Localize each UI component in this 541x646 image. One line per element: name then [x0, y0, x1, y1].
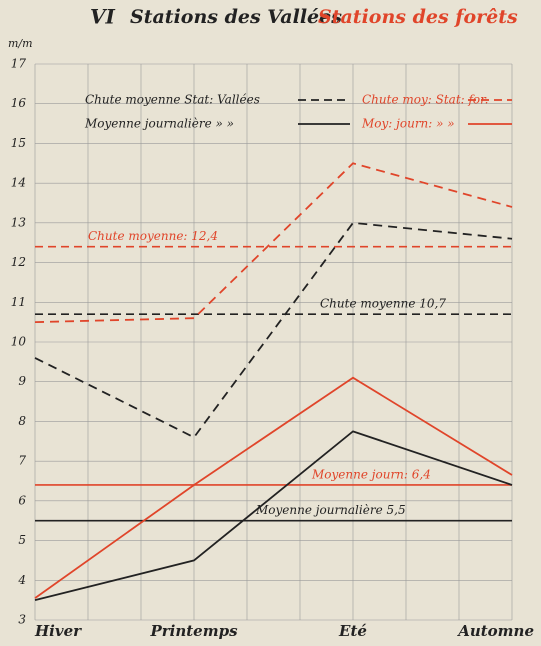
series-line — [34, 376, 513, 599]
y-tick-label: 6 — [18, 493, 26, 507]
y-tick-label: 4 — [17, 573, 26, 587]
reference-label: Chute moyenne 10,7 — [320, 297, 446, 311]
y-tick-label: 16 — [11, 96, 27, 110]
y-tick-label: 5 — [18, 533, 26, 547]
y-tick-label: 13 — [11, 215, 27, 229]
y-tick-label: 3 — [18, 613, 26, 627]
y-tick-label: 8 — [18, 414, 26, 428]
legend-label: Moyenne journalière » » — [84, 117, 234, 131]
chart-title: Stations des Vallées — [130, 6, 342, 28]
legend-label: Chute moyenne Stat: Vallées — [85, 93, 260, 107]
reference-label: Moyenne journ: 6,4 — [311, 467, 431, 481]
reference-label: Chute moyenne: 12,4 — [88, 229, 218, 243]
series-line — [34, 162, 513, 324]
y-tick-label: 14 — [11, 176, 26, 190]
x-tick-label: Eté — [338, 622, 367, 640]
y-tick-label: 10 — [11, 335, 27, 349]
reference-label: Moyenne journalière 5,5 — [255, 503, 406, 517]
y-tick-label: 11 — [11, 295, 26, 309]
x-tick-label: Hiver — [34, 622, 82, 640]
legend-label: Chute moy: Stat: for. — [362, 93, 488, 107]
y-tick-label: 9 — [18, 374, 26, 388]
y-tick-label: 7 — [18, 454, 26, 468]
legend-label: Moy: journ: » » — [361, 117, 455, 131]
y-unit: m/m — [8, 37, 33, 50]
series-line — [34, 430, 513, 602]
y-tick-label: 12 — [11, 255, 26, 269]
x-tick-label: Automne — [456, 622, 534, 640]
y-tick-label: 15 — [11, 136, 26, 150]
chart-title-red: Stations des forêts — [318, 6, 518, 28]
chart-number: VI — [90, 5, 116, 29]
x-tick-label: Printemps — [149, 622, 238, 640]
y-tick-label: 17 — [11, 57, 27, 71]
